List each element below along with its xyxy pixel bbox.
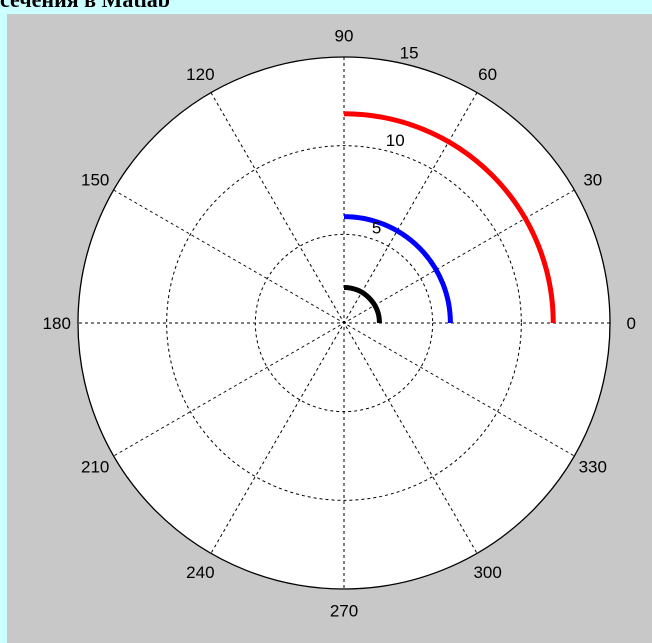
angular-tick-label: 270 — [330, 601, 358, 620]
angular-tick-label: 60 — [478, 65, 497, 84]
series-arc-1 — [343, 111, 556, 324]
radial-tick-label: 15 — [400, 43, 419, 62]
angular-tick-label: 90 — [335, 27, 354, 46]
angular-tick-label: 240 — [186, 563, 214, 582]
angular-grid-spoke — [113, 189, 575, 457]
figure-panel: 0 30 60 90 120 150 180 210 240 270 300 330 5 10 15 — [7, 14, 652, 643]
angular-tick-label: 180 — [43, 314, 71, 333]
angular-tick-label: 120 — [186, 65, 214, 84]
angular-tick-label: 30 — [583, 170, 602, 189]
angular-tick-label: 150 — [81, 170, 109, 189]
angular-tick-label: 210 — [81, 458, 109, 477]
series-arc-3 — [343, 285, 382, 324]
page-title: сечения в Matlab — [0, 0, 170, 14]
radial-tick-label: 5 — [372, 218, 381, 237]
angular-tick-label: 0 — [627, 314, 636, 333]
polar-chart: 0 30 60 90 120 150 180 210 240 270 300 330 5 10 15 — [43, 27, 636, 621]
radial-grid-circle — [166, 145, 522, 501]
angular-tick-label: 300 — [473, 563, 501, 582]
series-arc-2 — [343, 214, 453, 324]
radial-tick-label: 10 — [386, 131, 405, 150]
angular-tick-label: 330 — [579, 458, 607, 477]
polar-outer-circle — [77, 56, 611, 590]
